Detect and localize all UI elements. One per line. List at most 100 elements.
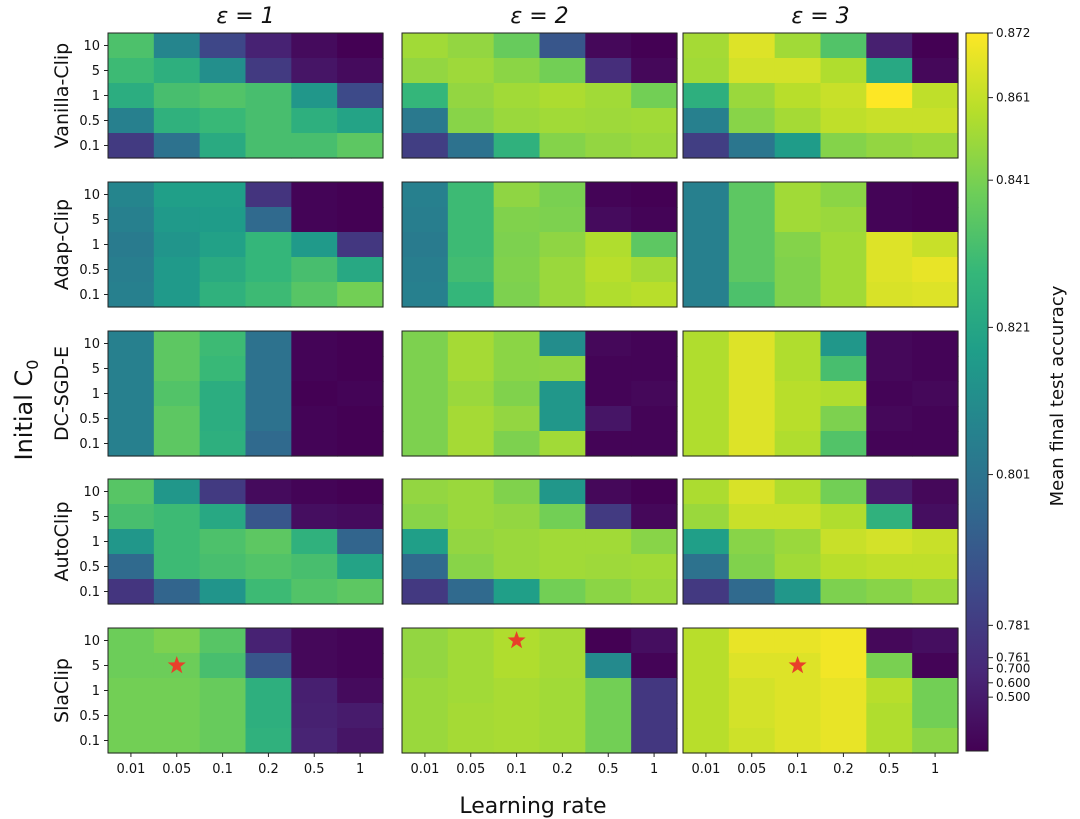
heatmap-cell bbox=[108, 182, 155, 208]
heatmap-cell bbox=[774, 356, 822, 382]
heatmap-cell bbox=[820, 58, 867, 84]
heatmap-cell bbox=[912, 628, 959, 654]
heatmap-cell bbox=[153, 479, 201, 505]
heatmap-cell bbox=[245, 182, 292, 208]
heatmap-cell bbox=[447, 406, 495, 432]
heatmap-cell bbox=[493, 257, 541, 283]
heatmap-cell bbox=[820, 554, 867, 580]
heatmap-cell bbox=[683, 678, 730, 704]
heatmap-cell bbox=[683, 356, 730, 382]
heatmap-cell bbox=[774, 108, 822, 134]
heatmap-cell bbox=[402, 207, 449, 233]
heatmap-cell bbox=[683, 703, 730, 729]
heatmap-cell bbox=[291, 703, 338, 729]
x-tick-label: 1 bbox=[356, 762, 364, 777]
heatmap-cell bbox=[683, 331, 730, 357]
heatmap-cell bbox=[774, 257, 822, 283]
heatmap-cell bbox=[402, 579, 449, 605]
heatmap-cell bbox=[447, 331, 495, 357]
heatmap-cell bbox=[153, 108, 201, 134]
heatmap-cell bbox=[199, 628, 247, 654]
heatmap-cell bbox=[493, 83, 541, 109]
x-tick-label: 0.05 bbox=[456, 762, 485, 777]
heatmap-cell bbox=[820, 257, 867, 283]
y-tick-label: 1 bbox=[92, 238, 100, 253]
heatmap-cell bbox=[291, 282, 338, 308]
heatmap-cell bbox=[683, 282, 730, 308]
y-tick-label: 0.1 bbox=[79, 734, 100, 749]
heatmap-cell bbox=[337, 331, 384, 357]
heatmap-cell bbox=[108, 628, 155, 654]
y-tick-label: 10 bbox=[83, 337, 100, 352]
heatmap-cell bbox=[631, 33, 678, 59]
heatmap-cell bbox=[631, 108, 678, 134]
heatmap-panel: 10 5 1 0.5 0.1 DC-SGD-E bbox=[51, 330, 384, 457]
heatmap-cell bbox=[866, 207, 913, 233]
heatmap-panel: 10 5 1 0.5 0.1 Vanilla-Clip ε = 1 bbox=[51, 4, 384, 159]
heatmap-cell bbox=[683, 207, 730, 233]
heatmap-cell bbox=[245, 356, 292, 382]
heatmap-cell bbox=[774, 331, 822, 357]
x-axis-label: Learning rate bbox=[459, 794, 606, 819]
heatmap-cell bbox=[337, 479, 384, 505]
heatmap-cell bbox=[245, 58, 292, 84]
heatmap-cell bbox=[291, 628, 338, 654]
heatmap-cell bbox=[493, 33, 541, 59]
heatmap-cell bbox=[774, 529, 822, 555]
heatmap-cell bbox=[291, 232, 338, 258]
y-axis-label: Initial C0 bbox=[10, 360, 42, 461]
y-axis-label-main: Initial C bbox=[10, 370, 38, 461]
heatmap-cell bbox=[153, 504, 201, 530]
y-tick-label: 0.5 bbox=[79, 263, 100, 278]
heatmap-cell bbox=[912, 431, 959, 457]
heatmap-cell bbox=[291, 257, 338, 283]
heatmap-cell bbox=[245, 479, 292, 505]
heatmap-cell bbox=[402, 504, 449, 530]
heatmap-cell bbox=[866, 83, 913, 109]
heatmap-cell bbox=[585, 653, 632, 679]
heatmap-cell bbox=[820, 628, 867, 654]
heatmap-cell bbox=[683, 182, 730, 208]
heatmap-cell bbox=[493, 554, 541, 580]
heatmap-cell bbox=[153, 406, 201, 432]
heatmap-cell bbox=[291, 207, 338, 233]
heatmap-cell bbox=[912, 554, 959, 580]
heatmap-panel bbox=[682, 330, 959, 457]
heatmap-cell bbox=[153, 579, 201, 605]
heatmap-cell bbox=[866, 406, 913, 432]
heatmap-panel: 10 5 1 0.5 0.1 AutoClip bbox=[51, 478, 384, 605]
heatmap-cell bbox=[585, 182, 632, 208]
heatmap-cell bbox=[245, 529, 292, 555]
y-tick-label: 10 bbox=[83, 634, 100, 649]
y-tick-label: 0.5 bbox=[79, 709, 100, 724]
heatmap-cell bbox=[493, 232, 541, 258]
heatmap-cell bbox=[820, 381, 867, 407]
heatmap-cell bbox=[447, 703, 495, 729]
best-config-star-icon bbox=[167, 656, 186, 674]
heatmap-cell bbox=[153, 33, 201, 59]
heatmap-cell bbox=[337, 431, 384, 457]
heatmap-cell bbox=[728, 133, 776, 159]
heatmap-cell bbox=[199, 479, 247, 505]
heatmap-cell bbox=[402, 678, 449, 704]
heatmap-cell bbox=[866, 529, 913, 555]
heatmap-cell bbox=[683, 554, 730, 580]
heatmap-cell bbox=[774, 728, 822, 754]
panel-frame bbox=[401, 330, 678, 457]
y-tick-label: 1 bbox=[92, 684, 100, 699]
heatmap-cell bbox=[866, 628, 913, 654]
heatmap-cell bbox=[683, 504, 730, 530]
panel-frame bbox=[401, 32, 678, 159]
x-tick-label: 0.1 bbox=[212, 762, 233, 777]
x-tick-label: 0.5 bbox=[598, 762, 619, 777]
heatmap-cell bbox=[245, 257, 292, 283]
heatmap-cell bbox=[539, 232, 586, 258]
heatmap-cell bbox=[539, 529, 586, 555]
heatmap-cell bbox=[774, 703, 822, 729]
heatmap-cell bbox=[728, 356, 776, 382]
heatmap-cell bbox=[774, 678, 822, 704]
heatmap-cell bbox=[199, 133, 247, 159]
heatmap-cell bbox=[291, 182, 338, 208]
colorbar-tick-label: 0.821 bbox=[996, 320, 1030, 334]
heatmap-cell bbox=[153, 703, 201, 729]
